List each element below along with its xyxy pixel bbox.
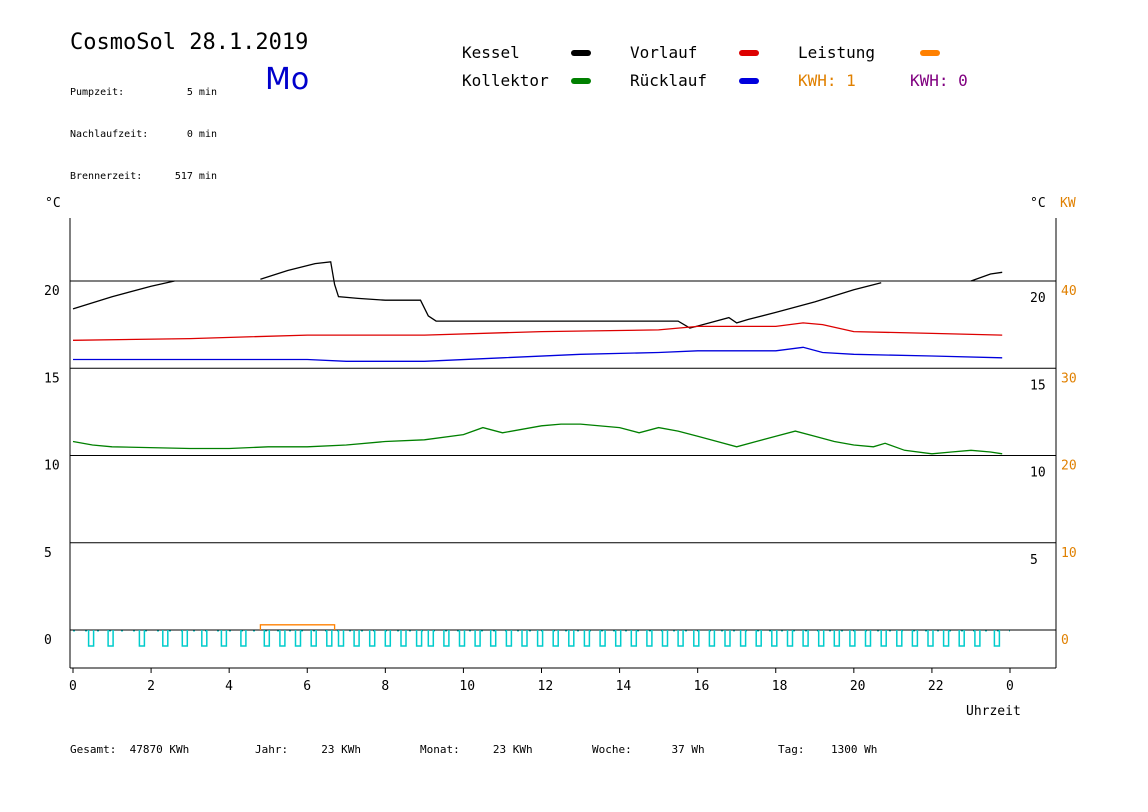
footer-monat: Monat: 23 KWh	[420, 743, 533, 756]
y-right-temp-unit: °C	[1030, 196, 1046, 211]
legend-label-kessel: Kessel	[462, 43, 520, 62]
y-left-tick-label: 10	[44, 459, 60, 474]
legend-swatch-kessel	[571, 50, 591, 56]
info-row-pumpzeit: Pumpzeit: 5 min	[70, 87, 217, 98]
chart-series	[72, 261, 1010, 647]
legend-swatch-ruecklauf	[739, 78, 759, 84]
kwh-label-1: KWH: 1	[798, 71, 856, 90]
info-block: Pumpzeit: 5 min Nachlaufzeit: 0 min Brenne…	[70, 58, 217, 198]
footer-tag: Tag: 1300 Wh	[778, 743, 878, 756]
y-left-tick-label: 0	[44, 633, 52, 648]
y-right-power-tick-label: 10	[1061, 546, 1077, 561]
x-tick-label: 20	[850, 679, 866, 694]
y-right-power-tick-label: 20	[1061, 459, 1077, 474]
footer-jahr: Jahr: 23 KWh	[255, 743, 361, 756]
x-tick-label: 8	[381, 679, 389, 694]
y-left-tick-label: 15	[44, 371, 60, 386]
x-tick-label: 18	[772, 679, 788, 694]
y-right-temp-tick-label: 10	[1030, 466, 1046, 481]
chart-title: CosmoSol 28.1.2019	[70, 30, 309, 55]
series-line-kollektor	[72, 423, 1003, 455]
series-line-leistung	[259, 624, 336, 630]
x-tick-label: 2	[147, 679, 155, 694]
x-tick-label: 0	[1006, 679, 1014, 694]
series-line-vorlauf	[72, 322, 1003, 341]
y-left-unit: °C	[45, 196, 61, 211]
x-tick-label: 12	[538, 679, 554, 694]
y-right-power-unit: KW	[1060, 196, 1076, 211]
info-row-nachlaufzeit: Nachlaufzeit: 0 min	[70, 129, 217, 140]
y-right-power-tick-label: 0	[1061, 633, 1069, 648]
x-axis-label: Uhrzeit	[966, 704, 1021, 719]
x-tick-label: 10	[459, 679, 475, 694]
legend-swatch-vorlauf	[739, 50, 759, 56]
y-left-tick-label: 20	[44, 284, 60, 299]
y-right-temp-tick-label: 5	[1030, 553, 1038, 568]
legend-label-kollektor: Kollektor	[462, 71, 549, 90]
x-tick-label: 0	[69, 679, 77, 694]
legend-label-ruecklauf: Rücklauf	[630, 71, 708, 90]
series-line-kessel	[72, 261, 1003, 329]
y-right-temp-tick-label: 20	[1030, 291, 1046, 306]
chart-grid	[69, 218, 1057, 673]
kwh-label-2: KWH: 0	[910, 71, 968, 90]
x-tick-label: 22	[928, 679, 944, 694]
legend-label-leistung: Leistung	[798, 43, 876, 62]
x-tick-label: 4	[225, 679, 233, 694]
legend-label-vorlauf: Vorlauf	[630, 43, 698, 62]
series-line-rcklauf	[73, 346, 1003, 362]
y-right-power-tick-label: 40	[1061, 284, 1077, 299]
legend-swatch-kollektor	[571, 78, 591, 84]
x-tick-label: 14	[616, 679, 632, 694]
y-right-power-tick-label: 30	[1061, 371, 1077, 386]
footer-gesamt: Gesamt: 47870 KWh	[70, 743, 190, 756]
pump-pulses	[87, 630, 1001, 647]
y-left-tick-label: 5	[44, 546, 52, 561]
info-row-brennerzeit: Brennerzeit: 517 min	[70, 171, 217, 182]
footer-woche: Woche: 37 Wh	[592, 743, 705, 756]
chart-labels: 20 15 10 5 0 20 15 10 5 40 30 20 10 0 °C °C KW 0 2 4 6 8 10 12 1…	[44, 196, 1077, 719]
x-tick-label: 6	[303, 679, 311, 694]
legend-swatch-leistung	[920, 50, 940, 56]
weekday-label: Mo	[265, 62, 310, 97]
x-tick-label: 16	[694, 679, 710, 694]
y-right-temp-tick-label: 15	[1030, 378, 1046, 393]
